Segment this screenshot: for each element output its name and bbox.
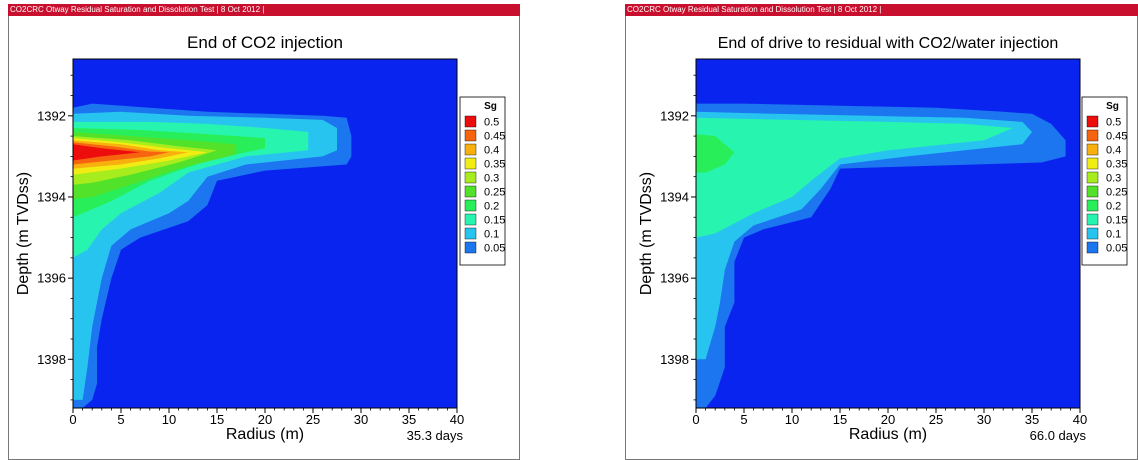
y-tick-label: 1396 xyxy=(37,271,66,286)
contour-band-0-15 xyxy=(696,117,1013,238)
legend-label: 0.35 xyxy=(1106,159,1127,171)
chart-svg: End of drive to residual with CO2/water … xyxy=(638,35,1127,443)
x-tick-label: 20 xyxy=(881,412,895,427)
legend-label: 0.5 xyxy=(1106,117,1121,129)
x-tick-label: 30 xyxy=(354,412,368,427)
legend-label: 0.25 xyxy=(484,187,505,199)
legend-swatch xyxy=(1086,143,1099,156)
legend-label: 0.15 xyxy=(484,215,505,227)
x-tick-label: 20 xyxy=(258,412,272,427)
x-tick-label: 15 xyxy=(833,412,847,427)
x-tick-label: 40 xyxy=(450,412,464,427)
y-tick-label: 1396 xyxy=(660,271,689,286)
legend-label: 0.1 xyxy=(1106,229,1121,241)
chart-svg: End of CO2 injection 0 5 10 15 20 25 30 35 40 1392… xyxy=(15,33,505,443)
x-tick-label: 35 xyxy=(402,412,416,427)
legend: Sg 0.5 0.45 0.4 0.35 0.3 0.25 0.2 0.15 0.1 0.05 xyxy=(459,96,505,266)
legend-swatch xyxy=(1086,129,1099,142)
legend-swatch xyxy=(1086,171,1099,184)
x-tick-label: 25 xyxy=(306,412,320,427)
legend-swatch xyxy=(464,157,477,170)
legend-label: 0.3 xyxy=(484,173,499,185)
legend-swatch xyxy=(464,213,477,226)
legend-label: 0.2 xyxy=(484,201,499,213)
legend-label: 0.05 xyxy=(1106,243,1127,255)
y-tick-label: 1398 xyxy=(37,352,66,367)
panel-left: CO2CRC Otway Residual Saturation and Dis… xyxy=(8,0,520,460)
legend-swatch xyxy=(1086,227,1099,240)
x-tick-label: 30 xyxy=(977,412,991,427)
y-axis-label: Depth (m TVDss) xyxy=(15,172,32,295)
legend-swatch xyxy=(464,143,477,156)
x-tick-label: 0 xyxy=(69,412,76,427)
x-tick-label: 15 xyxy=(210,412,224,427)
timestamp-label: 66.0 days xyxy=(1030,428,1087,443)
legend-label: 0.3 xyxy=(1106,173,1121,185)
legend-label: 0.45 xyxy=(1106,131,1127,143)
x-tick-label: 10 xyxy=(162,412,176,427)
legend-swatch xyxy=(1086,213,1099,226)
legend-label: 0.4 xyxy=(484,145,499,157)
contour-band-0-2 xyxy=(696,134,735,173)
legend-swatch xyxy=(464,241,477,254)
legend-swatch xyxy=(1086,199,1099,212)
legend-label: 0.45 xyxy=(484,131,505,143)
legend-label: 0.25 xyxy=(1106,187,1127,199)
x-tick-label: 35 xyxy=(1025,412,1039,427)
x-tick-label: 5 xyxy=(117,412,124,427)
x-axis-label: Radius (m) xyxy=(849,426,927,443)
legend-swatch xyxy=(464,115,477,128)
panel-header-bar: CO2CRC Otway Residual Saturation and Dis… xyxy=(625,4,1138,16)
legend-swatch xyxy=(464,227,477,240)
y-tick-label: 1394 xyxy=(660,189,689,204)
y-axis-label: Depth (m TVDss) xyxy=(638,172,655,295)
y-tick-label: 1392 xyxy=(660,108,689,123)
legend-swatch xyxy=(464,199,477,212)
chart-title: End of CO2 injection xyxy=(187,33,343,52)
legend-label: 0.2 xyxy=(1106,201,1121,213)
legend-title: Sg xyxy=(484,101,497,112)
legend-title: Sg xyxy=(1106,101,1119,112)
x-tick-label: 0 xyxy=(692,412,699,427)
legend-label: 0.1 xyxy=(484,229,499,241)
contour-band-0-5 xyxy=(73,144,141,161)
legend-swatch xyxy=(1086,157,1099,170)
legend-swatch xyxy=(464,129,477,142)
legend-label: 0.05 xyxy=(484,243,505,255)
panel-right: CO2CRC Otway Residual Saturation and Dis… xyxy=(625,0,1138,460)
legend-swatch xyxy=(1086,241,1099,254)
panel-header-bar: CO2CRC Otway Residual Saturation and Dis… xyxy=(8,4,520,16)
y-tick-label: 1392 xyxy=(37,108,66,123)
legend-label: 0.15 xyxy=(1106,215,1127,227)
legend-swatch xyxy=(464,185,477,198)
legend-label: 0.35 xyxy=(484,159,505,171)
y-tick-label: 1394 xyxy=(37,189,66,204)
chart-title: End of drive to residual with CO2/water … xyxy=(718,35,1059,52)
legend: Sg 0.5 0.45 0.4 0.35 0.3 0.25 0.2 0.15 0.1 0.05 xyxy=(1081,96,1127,266)
x-tick-label: 40 xyxy=(1073,412,1087,427)
x-tick-label: 5 xyxy=(740,412,747,427)
x-axis-label: Radius (m) xyxy=(226,426,304,443)
legend-label: 0.4 xyxy=(1106,145,1121,157)
legend-label: 0.5 xyxy=(484,117,499,129)
legend-swatch xyxy=(1086,185,1099,198)
y-tick-label: 1398 xyxy=(660,352,689,367)
timestamp-label: 35.3 days xyxy=(407,428,464,443)
legend-swatch xyxy=(464,171,477,184)
x-tick-label: 10 xyxy=(785,412,799,427)
x-tick-label: 25 xyxy=(929,412,943,427)
legend-swatch xyxy=(1086,115,1099,128)
